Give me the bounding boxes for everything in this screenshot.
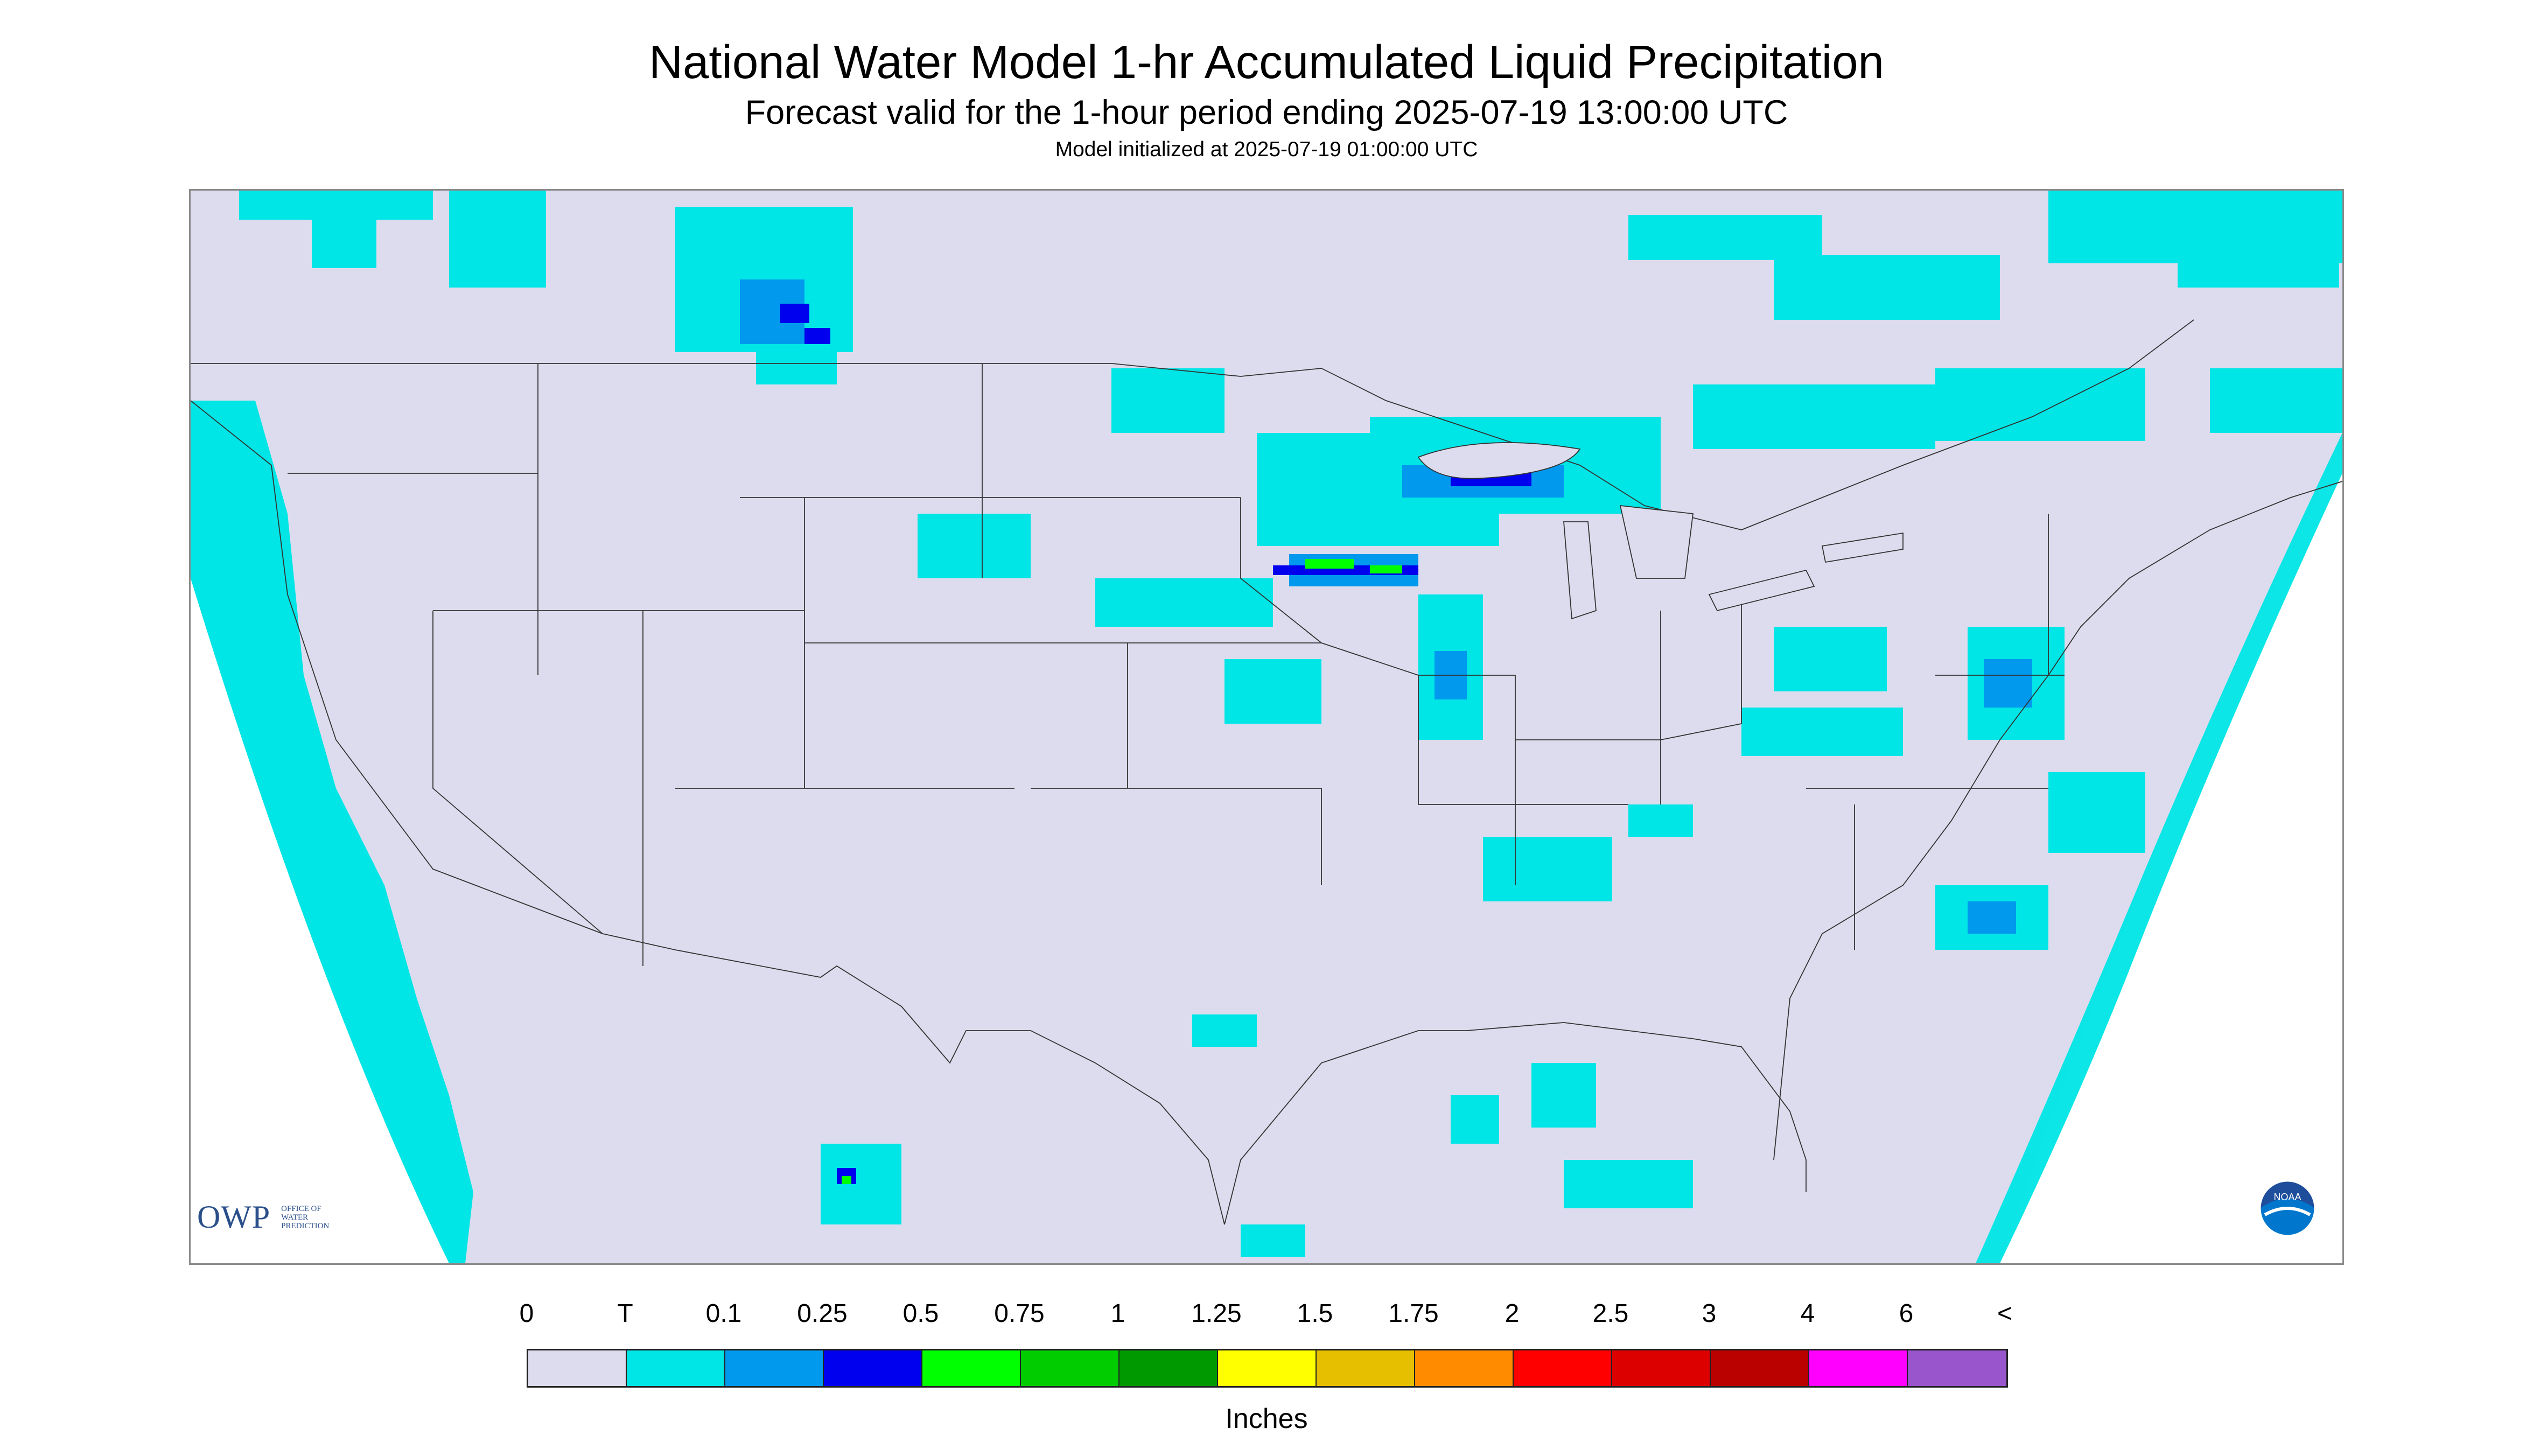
legend-color-bar — [527, 1349, 2008, 1388]
pacific-coastline — [191, 400, 603, 934]
lake-ontario — [1821, 532, 1904, 563]
legend-tick: 1 — [1110, 1299, 1125, 1328]
owp-sub-line-1: Office of — [281, 1204, 321, 1213]
owp-sub-line-2: Water — [281, 1213, 309, 1222]
canada-precip — [239, 191, 2342, 449]
legend-swatch — [1612, 1350, 1711, 1386]
legend-tick: 1.75 — [1388, 1299, 1439, 1328]
owp-sub-line-3: Prediction — [281, 1221, 330, 1230]
owp-logo-subtext: Office of Water Prediction — [281, 1204, 329, 1230]
map-svg: OWP Office of Water Prediction NOAA — [191, 191, 2342, 1263]
map-title: National Water Model 1-hr Accumulated Li… — [649, 36, 1884, 88]
state-lines-central — [740, 363, 1322, 885]
us-canada-border — [191, 319, 2194, 530]
atlantic-precip-band — [1976, 433, 2342, 1263]
legend-swatch — [1908, 1350, 2006, 1386]
legend-swatch — [1711, 1350, 1809, 1386]
domain-outside-left — [191, 578, 449, 1263]
legend-tick: 1.25 — [1191, 1299, 1242, 1328]
great-lakes — [1417, 442, 1904, 620]
lake-huron — [1619, 505, 1694, 579]
pacific-precip-band — [191, 401, 473, 1263]
legend-tick-labels: 0 T 0.1 0.25 0.5 0.75 1 1.25 1.5 1.75 2 … — [520, 1292, 2012, 1330]
legend-swatch — [1415, 1350, 1514, 1386]
legend-swatch — [1809, 1350, 1908, 1386]
legend-swatch — [1119, 1350, 1218, 1386]
lake-michigan — [1563, 521, 1597, 620]
legend-swatch — [627, 1350, 725, 1386]
precip-legend: 0 T 0.1 0.25 0.5 0.75 1 1.25 1.5 1.75 2 … — [0, 1292, 2533, 1454]
us-precip-trace — [821, 368, 2145, 1257]
gulf-coastline — [1224, 1022, 1807, 1225]
legend-swatch — [824, 1350, 922, 1386]
noaa-logo-icon: NOAA — [2259, 1180, 2316, 1237]
legend-tick: 2.5 — [1592, 1299, 1629, 1328]
state-lines-west — [288, 363, 1014, 966]
legend-tick: 4 — [1800, 1299, 1815, 1328]
legend-tick: T — [617, 1299, 633, 1328]
state-lines-east — [1321, 514, 2065, 950]
model-init-text: Model initialized at 2025-07-19 01:00:00… — [1055, 138, 1478, 161]
lake-erie — [1708, 569, 1815, 612]
legend-tick: 0.25 — [797, 1299, 848, 1328]
legend-swatch — [922, 1350, 1021, 1386]
political-boundaries — [191, 319, 2342, 1225]
legend-swatch — [1514, 1350, 1612, 1386]
legend-tick: < — [1997, 1299, 2013, 1328]
legend-tick: 0.1 — [705, 1299, 742, 1328]
legend-tick: 2 — [1505, 1299, 1520, 1328]
atlantic-coastline — [1773, 481, 2342, 1160]
legend-units-label: Inches — [1225, 1403, 1308, 1434]
us-mexico-border — [602, 933, 1225, 1225]
lake-superior — [1417, 442, 1581, 479]
legend-swatch — [1317, 1350, 1415, 1386]
legend-tick: 0.75 — [994, 1299, 1045, 1328]
legend-swatch — [528, 1350, 627, 1386]
owp-logo-text: OWP — [197, 1199, 271, 1235]
legend-tick: 0 — [519, 1299, 534, 1328]
legend-tick: 0.5 — [902, 1299, 939, 1328]
us-precip-heavy — [842, 559, 1402, 1184]
owp-logo: OWP Office of Water Prediction — [197, 1199, 329, 1236]
legend-swatch — [1021, 1350, 1119, 1386]
legend-tick: 6 — [1899, 1299, 1914, 1328]
precipitation-map: OWP Office of Water Prediction NOAA — [189, 189, 2344, 1265]
legend-tick: 3 — [1702, 1299, 1717, 1328]
forecast-valid-subtitle: Forecast valid for the 1-hour period end… — [745, 94, 1788, 131]
canada-core — [780, 304, 830, 344]
legend-tick: 1.5 — [1297, 1299, 1333, 1328]
legend-swatch — [1218, 1350, 1317, 1386]
noaa-logo-text: NOAA — [2273, 1192, 2301, 1202]
legend-swatch — [725, 1350, 824, 1386]
